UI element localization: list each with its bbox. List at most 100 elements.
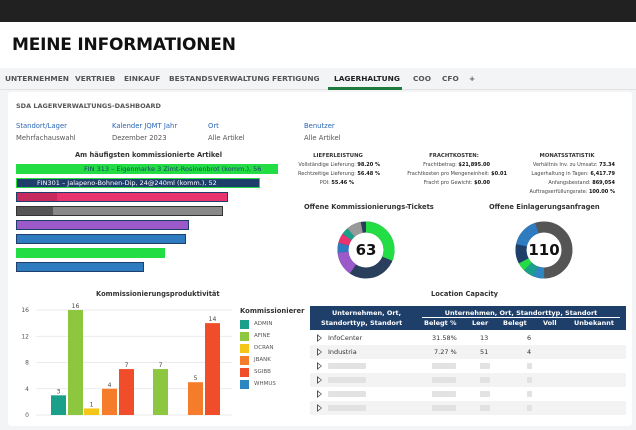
legend-label[interactable]: WHMUS <box>254 381 276 387</box>
expand-icon[interactable] <box>317 334 322 342</box>
bar-value-label: 1 <box>90 401 94 408</box>
placeholder-cell <box>432 391 456 397</box>
table-row[interactable]: InfoCenter 31.58% 13 6 <box>310 331 626 345</box>
legend-swatch[interactable] <box>240 344 249 353</box>
einlagerung-donut[interactable] <box>512 218 576 282</box>
placeholder-cell <box>480 377 490 383</box>
top-items-title: Am häufigsten kommissionierte Artikel <box>75 151 222 159</box>
active-tab-indicator <box>328 87 402 90</box>
table-row-placeholder[interactable] <box>310 359 626 373</box>
top-item-label: FIN301 – Jalapeno-Bohnen-Dip, 24@240ml (… <box>37 179 217 187</box>
legend-swatch[interactable] <box>240 356 249 365</box>
filter-benutzer-label[interactable]: Benutzer <box>304 122 335 130</box>
placeholder-cell <box>480 391 490 397</box>
table-row-placeholder[interactable] <box>310 387 626 401</box>
row-belegt-pct: 7.27 % <box>434 348 457 356</box>
col-leer[interactable]: Leer <box>472 319 489 327</box>
dashboard-title: SDA LAGERVERWALTUNGS-DASHBOARD <box>16 102 161 110</box>
bar-afine[interactable] <box>68 310 83 415</box>
tab-coo[interactable]: COO <box>413 74 431 83</box>
table-row-placeholder[interactable] <box>310 401 626 415</box>
legend-swatch[interactable] <box>240 332 249 341</box>
placeholder-cell <box>527 377 532 383</box>
chart-title: Kommissionierungsproduktivität <box>96 290 220 298</box>
bar-admin[interactable] <box>51 395 66 415</box>
tickets-donut[interactable] <box>334 218 398 282</box>
tab-cfo[interactable]: CFO <box>442 74 459 83</box>
bar-sgibb[interactable] <box>205 323 220 415</box>
placeholder-cell <box>527 405 532 411</box>
row-leer: 51 <box>480 348 489 356</box>
row-name: InfoCenter <box>328 334 363 342</box>
bar-jbank[interactable] <box>188 382 203 415</box>
expand-icon[interactable] <box>317 390 322 398</box>
legend-swatch[interactable] <box>240 368 249 377</box>
y-tick-label: 8 <box>25 360 29 367</box>
add-tab-button[interactable]: + <box>469 74 476 83</box>
legend-title: Kommissionierer <box>240 307 305 315</box>
top-item-bar[interactable] <box>16 164 278 174</box>
top-item-bar[interactable] <box>16 234 187 244</box>
tickets-count: 63 <box>355 241 377 259</box>
top-bar <box>0 0 636 22</box>
tab-bestandsverwaltung[interactable]: BESTANDSVERWALTUNG <box>169 74 270 83</box>
expand-icon[interactable] <box>317 376 322 384</box>
monatsstatistik-row: Auftragserfüllungsrate: 100.00 % <box>529 189 615 195</box>
tab-unternehmen[interactable]: UNTERNEHMEN <box>5 74 69 83</box>
filter-kalender-value[interactable]: Dezember 2023 <box>112 134 167 142</box>
bar-dcran[interactable] <box>84 408 99 415</box>
legend-swatch[interactable] <box>240 380 249 389</box>
row-leer: 13 <box>480 334 489 342</box>
bar-afine[interactable] <box>153 369 168 415</box>
col-belegt-pct[interactable]: Belegt % <box>424 319 457 327</box>
tab-fertigung[interactable]: FERTIGUNG <box>272 74 320 83</box>
bar-value-label: 7 <box>125 362 129 369</box>
top-item-bar[interactable] <box>16 220 189 230</box>
expand-icon[interactable] <box>317 348 322 356</box>
filter-ort-label[interactable]: Ort <box>208 122 219 130</box>
top-item-bar[interactable] <box>16 178 260 188</box>
header-group-rule <box>422 317 620 318</box>
top-item-bar[interactable] <box>16 248 166 258</box>
tab-vertrieb[interactable]: VERTRIEB <box>75 74 116 83</box>
placeholder-cell <box>480 405 490 411</box>
top-item-bar[interactable] <box>16 206 223 216</box>
table-row-placeholder[interactable] <box>310 373 626 387</box>
top-item-bar[interactable] <box>16 262 145 272</box>
header-left-2: Standorttyp, Standort <box>321 319 403 327</box>
legend-swatch[interactable] <box>240 320 249 329</box>
filter-benutzer-value[interactable]: Alle Artikel <box>304 134 341 142</box>
y-tick-label: 0 <box>25 412 29 419</box>
bar-sgibb[interactable] <box>119 369 134 415</box>
bar-value-label: 4 <box>108 382 112 389</box>
legend-label[interactable]: DCRAN <box>254 345 274 351</box>
legend-label[interactable]: AFINE <box>254 333 271 339</box>
top-items-chart: FIN 313 – Eigenmarke 3 Zimt-Rosinenbrot … <box>16 164 280 276</box>
bar-jbank[interactable] <box>102 388 117 415</box>
filter-standort-value[interactable]: Mehrfachauswahl <box>16 134 76 142</box>
filter-kalender-label[interactable]: Kalender JQMT Jahr <box>112 122 178 130</box>
col-belegt[interactable]: Belegt <box>503 319 527 327</box>
legend-label[interactable]: ADMIN <box>254 321 273 327</box>
tickets-title: Offene Kommissionierungs-Tickets <box>304 203 434 211</box>
tab-bar: UNTERNEHMEN VERTRIEB EINKAUF BESTANDSVER… <box>0 68 636 90</box>
lieferleistung-row: Vollständige Lieferung: 98.20 % <box>298 162 380 168</box>
page-title: MEINE INFORMATIONEN <box>12 35 236 55</box>
legend-label[interactable]: JBANK <box>254 357 271 363</box>
table-row[interactable]: Industria 7.27 % 51 4 <box>310 345 626 359</box>
filter-standort-label[interactable]: Standort/Lager <box>16 122 67 130</box>
expand-icon[interactable] <box>317 404 322 412</box>
tab-einkauf[interactable]: EINKAUF <box>124 74 161 83</box>
top-item-bar[interactable] <box>16 192 229 202</box>
col-unbekannt[interactable]: Unbekannt <box>574 319 615 327</box>
expand-icon[interactable] <box>317 362 322 370</box>
table-header: Unternehmen, Ort, Standorttyp, Standort … <box>310 306 626 330</box>
col-voll[interactable]: Voll <box>543 319 557 327</box>
tab-lagerhaltung[interactable]: LAGERHALTUNG <box>334 74 400 83</box>
filter-ort-value[interactable]: Alle Artikel <box>208 134 245 142</box>
placeholder-cell <box>432 363 456 369</box>
placeholder-cell <box>527 391 532 397</box>
row-name: Industria <box>328 348 357 356</box>
legend-label[interactable]: SGIBB <box>254 369 271 375</box>
